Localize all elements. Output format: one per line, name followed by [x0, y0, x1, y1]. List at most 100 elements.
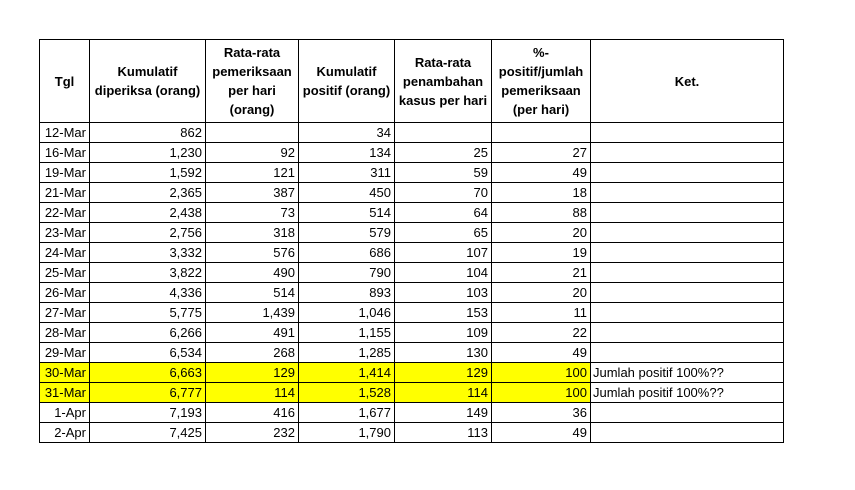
cell-ket — [590, 182, 784, 203]
cell-kumulatif-diperiksa: 7,193 — [89, 402, 206, 423]
cell-rata-pemeriksaan — [205, 122, 299, 143]
cell-kumulatif-positif: 790 — [298, 262, 395, 283]
cell-ket — [590, 242, 784, 263]
cell-ket: Jumlah positif 100%?? — [590, 362, 784, 383]
header-tgl: Tgl — [39, 39, 90, 123]
cell-tgl: 28-Mar — [39, 322, 90, 343]
cell-tgl: 30-Mar — [39, 362, 90, 383]
cell-tgl: 19-Mar — [39, 162, 90, 183]
cell-kumulatif-diperiksa: 2,365 — [89, 182, 206, 203]
cell-tgl: 12-Mar — [39, 122, 90, 143]
cell-kumulatif-diperiksa: 7,425 — [89, 422, 206, 443]
cell-kumulatif-diperiksa: 2,756 — [89, 222, 206, 243]
cell-kumulatif-positif: 514 — [298, 202, 395, 223]
cell-ket — [590, 202, 784, 223]
table-row: 19-Mar 1,592 121 311 59 49 — [39, 162, 784, 183]
cell-kumulatif-diperiksa: 3,822 — [89, 262, 206, 283]
cell-persen-positif: 18 — [491, 182, 591, 203]
cell-rata-kasus: 149 — [394, 402, 492, 423]
cell-rata-kasus: 114 — [394, 382, 492, 403]
cell-kumulatif-positif: 311 — [298, 162, 395, 183]
cell-kumulatif-diperiksa: 3,332 — [89, 242, 206, 263]
cell-persen-positif: 36 — [491, 402, 591, 423]
cell-rata-pemeriksaan: 73 — [205, 202, 299, 223]
cell-kumulatif-positif: 686 — [298, 242, 395, 263]
table-row: 2-Apr 7,425 232 1,790 113 49 — [39, 422, 784, 443]
cell-persen-positif: 100 — [491, 382, 591, 403]
cell-rata-kasus — [394, 122, 492, 143]
table-row: 24-Mar 3,332 576 686 107 19 — [39, 242, 784, 263]
cell-rata-pemeriksaan: 114 — [205, 382, 299, 403]
cell-rata-kasus: 59 — [394, 162, 492, 183]
header-persen-positif: %-positif/jumlah pemeriksaan (per hari) — [491, 39, 591, 123]
header-row: Tgl Kumulatif diperiksa (orang) Rata-rat… — [39, 39, 784, 123]
cell-ket — [590, 322, 784, 343]
cell-ket — [590, 402, 784, 423]
cell-ket — [590, 142, 784, 163]
header-rata-pemeriksaan: Rata-rata pemeriksaan per hari (orang) — [205, 39, 299, 123]
cell-persen-positif: 11 — [491, 302, 591, 323]
cell-tgl: 22-Mar — [39, 202, 90, 223]
cell-persen-positif: 49 — [491, 422, 591, 443]
cell-kumulatif-positif: 893 — [298, 282, 395, 303]
cell-tgl: 27-Mar — [39, 302, 90, 323]
cell-rata-kasus: 70 — [394, 182, 492, 203]
cell-rata-kasus: 25 — [394, 142, 492, 163]
cell-rata-kasus: 64 — [394, 202, 492, 223]
cell-ket — [590, 162, 784, 183]
cell-rata-pemeriksaan: 514 — [205, 282, 299, 303]
cell-rata-kasus: 130 — [394, 342, 492, 363]
cell-rata-pemeriksaan: 1,439 — [205, 302, 299, 323]
cell-kumulatif-diperiksa: 6,534 — [89, 342, 206, 363]
cell-persen-positif: 88 — [491, 202, 591, 223]
cell-kumulatif-positif: 579 — [298, 222, 395, 243]
cell-persen-positif — [491, 122, 591, 143]
header-rata-kasus: Rata-rata penambahan kasus per hari — [394, 39, 492, 123]
cell-rata-kasus: 107 — [394, 242, 492, 263]
cell-kumulatif-diperiksa: 6,266 — [89, 322, 206, 343]
cell-ket — [590, 282, 784, 303]
header-kumulatif-diperiksa: Kumulatif diperiksa (orang) — [89, 39, 206, 123]
table-row: 29-Mar 6,534 268 1,285 130 49 — [39, 342, 784, 363]
cell-persen-positif: 100 — [491, 362, 591, 383]
cell-kumulatif-positif: 134 — [298, 142, 395, 163]
cell-tgl: 24-Mar — [39, 242, 90, 263]
cell-persen-positif: 20 — [491, 222, 591, 243]
header-ket: Ket. — [590, 39, 784, 123]
table-row: 21-Mar 2,365 387 450 70 18 — [39, 182, 784, 203]
cell-kumulatif-diperiksa: 4,336 — [89, 282, 206, 303]
cell-tgl: 16-Mar — [39, 142, 90, 163]
cell-kumulatif-diperiksa: 6,777 — [89, 382, 206, 403]
cell-persen-positif: 27 — [491, 142, 591, 163]
cell-rata-kasus: 103 — [394, 282, 492, 303]
cell-ket — [590, 122, 784, 143]
cell-kumulatif-positif: 1,285 — [298, 342, 395, 363]
cell-rata-kasus: 109 — [394, 322, 492, 343]
cell-ket — [590, 422, 784, 443]
cell-rata-pemeriksaan: 491 — [205, 322, 299, 343]
cell-kumulatif-positif: 1,414 — [298, 362, 395, 383]
cell-kumulatif-positif: 1,677 — [298, 402, 395, 423]
cell-ket — [590, 262, 784, 283]
cell-persen-positif: 49 — [491, 342, 591, 363]
cell-kumulatif-positif: 1,046 — [298, 302, 395, 323]
cell-kumulatif-positif: 1,155 — [298, 322, 395, 343]
cell-rata-kasus: 104 — [394, 262, 492, 283]
cell-kumulatif-positif: 34 — [298, 122, 395, 143]
table-row: 28-Mar 6,266 491 1,155 109 22 — [39, 322, 784, 343]
cell-kumulatif-diperiksa: 1,592 — [89, 162, 206, 183]
cell-kumulatif-diperiksa: 6,663 — [89, 362, 206, 383]
cell-tgl: 2-Apr — [39, 422, 90, 443]
cell-persen-positif: 19 — [491, 242, 591, 263]
table-row: 30-Mar 6,663 129 1,414 129 100 Jumlah positif … — [39, 362, 784, 383]
table-row: 12-Mar 862 34 — [39, 122, 784, 143]
cell-persen-positif: 20 — [491, 282, 591, 303]
header-kumulatif-positif: Kumulatif positif (orang) — [298, 39, 395, 123]
cell-kumulatif-positif: 1,790 — [298, 422, 395, 443]
cell-rata-pemeriksaan: 416 — [205, 402, 299, 423]
cell-persen-positif: 49 — [491, 162, 591, 183]
cell-rata-pemeriksaan: 490 — [205, 262, 299, 283]
cell-rata-kasus: 113 — [394, 422, 492, 443]
cell-rata-pemeriksaan: 268 — [205, 342, 299, 363]
cell-rata-pemeriksaan: 387 — [205, 182, 299, 203]
